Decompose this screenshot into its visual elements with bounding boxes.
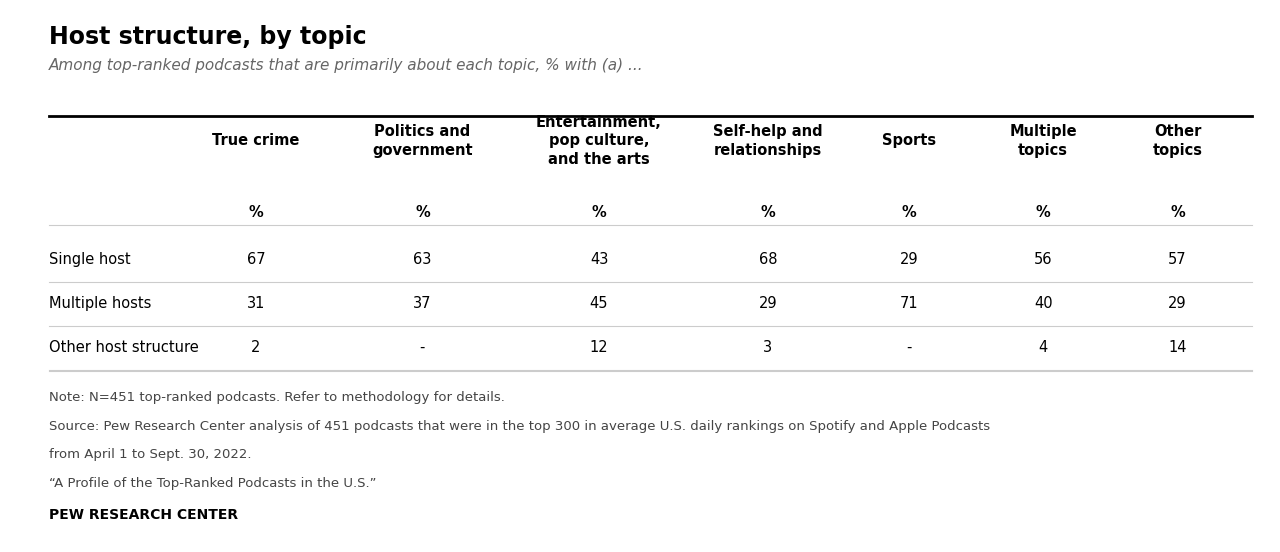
Text: %: % [901, 205, 916, 220]
Text: Sports: Sports [882, 133, 936, 148]
Text: 68: 68 [759, 252, 777, 267]
Text: Note: N=451 top-ranked podcasts. Refer to methodology for details.: Note: N=451 top-ranked podcasts. Refer t… [49, 391, 504, 404]
Text: 29: 29 [900, 252, 918, 267]
Text: 67: 67 [247, 252, 265, 267]
Text: PEW RESEARCH CENTER: PEW RESEARCH CENTER [49, 508, 238, 522]
Text: %: % [760, 205, 776, 220]
Text: 56: 56 [1034, 252, 1052, 267]
Text: %: % [415, 205, 430, 220]
Text: 63: 63 [413, 252, 431, 267]
Text: 29: 29 [759, 296, 777, 311]
Text: -: - [906, 340, 911, 355]
Text: 12: 12 [590, 340, 608, 355]
Text: 37: 37 [413, 296, 431, 311]
Text: Multiple hosts: Multiple hosts [49, 296, 151, 311]
Text: 29: 29 [1169, 296, 1187, 311]
Text: True crime: True crime [212, 133, 300, 148]
Text: Entertainment,
pop culture,
and the arts: Entertainment, pop culture, and the arts [536, 115, 662, 167]
Text: Other
topics: Other topics [1152, 124, 1203, 157]
Text: %: % [1036, 205, 1051, 220]
Text: %: % [248, 205, 264, 220]
Text: 4: 4 [1038, 340, 1048, 355]
Text: 40: 40 [1034, 296, 1052, 311]
Text: Politics and
government: Politics and government [372, 124, 472, 157]
Text: 2: 2 [251, 340, 261, 355]
Text: %: % [1170, 205, 1185, 220]
Text: 45: 45 [590, 296, 608, 311]
Text: 3: 3 [763, 340, 773, 355]
Text: Multiple
topics: Multiple topics [1010, 124, 1076, 157]
Text: Other host structure: Other host structure [49, 340, 198, 355]
Text: -: - [420, 340, 425, 355]
Text: “A Profile of the Top-Ranked Podcasts in the U.S.”: “A Profile of the Top-Ranked Podcasts in… [49, 477, 376, 490]
Text: Self-help and
relationships: Self-help and relationships [713, 124, 823, 157]
Text: Single host: Single host [49, 252, 131, 267]
Text: 14: 14 [1169, 340, 1187, 355]
Text: %: % [591, 205, 607, 220]
Text: from April 1 to Sept. 30, 2022.: from April 1 to Sept. 30, 2022. [49, 448, 251, 461]
Text: 31: 31 [247, 296, 265, 311]
Text: 71: 71 [900, 296, 918, 311]
Text: Source: Pew Research Center analysis of 451 podcasts that were in the top 300 in: Source: Pew Research Center analysis of … [49, 420, 989, 433]
Text: 43: 43 [590, 252, 608, 267]
Text: 57: 57 [1169, 252, 1187, 267]
Text: Among top-ranked podcasts that are primarily about each topic, % with (a) ...: Among top-ranked podcasts that are prima… [49, 58, 644, 73]
Text: Host structure, by topic: Host structure, by topic [49, 25, 366, 49]
